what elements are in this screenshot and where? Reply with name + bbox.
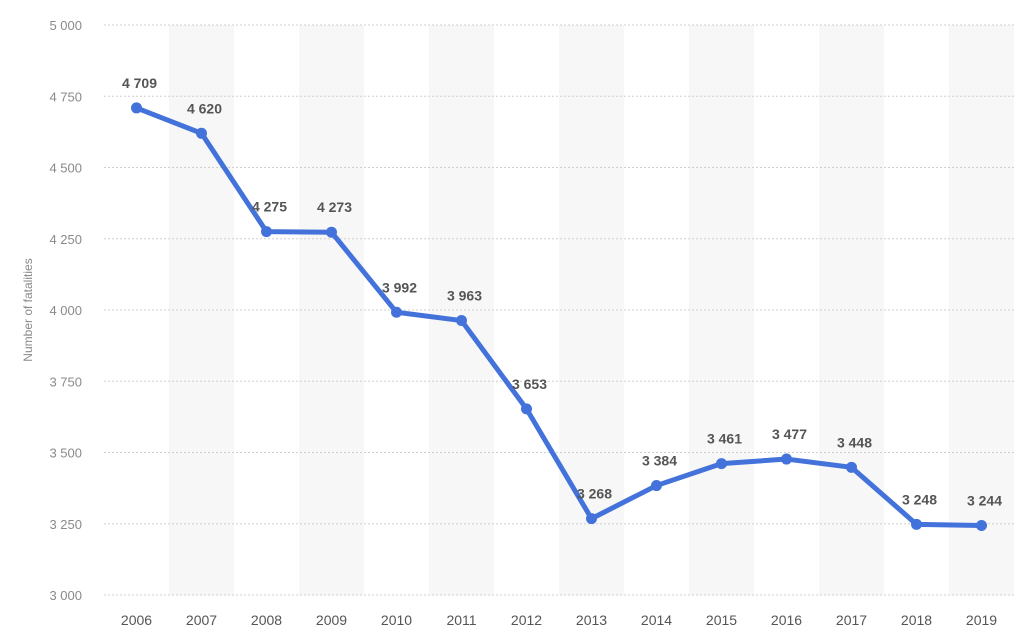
data-label: 4 273 <box>317 199 352 215</box>
data-label: 3 244 <box>967 492 1002 508</box>
data-point <box>196 127 207 139</box>
x-tick-label: 2007 <box>186 612 217 628</box>
data-point <box>911 518 922 530</box>
data-label: 3 963 <box>447 288 482 304</box>
data-label: 3 653 <box>512 376 547 392</box>
y-axis-label: Number of fatalities <box>21 258 35 361</box>
y-tick-label: 3 000 <box>49 588 82 603</box>
y-tick-label: 4 500 <box>49 161 82 176</box>
data-point <box>781 453 792 465</box>
data-label: 3 384 <box>642 453 677 469</box>
y-tick-label: 3 750 <box>49 374 82 389</box>
x-tick-label: 2014 <box>641 612 672 628</box>
x-tick-label: 2008 <box>251 612 282 628</box>
series-line <box>135 105 982 528</box>
data-label: 4 275 <box>252 199 287 215</box>
data-label: 3 268 <box>577 486 612 502</box>
data-point <box>391 306 402 318</box>
data-point <box>586 513 597 525</box>
data-point <box>131 102 142 114</box>
data-point <box>326 226 337 238</box>
data-label: 3 477 <box>772 426 807 442</box>
data-label: 4 709 <box>122 75 157 91</box>
data-point <box>521 403 532 415</box>
x-tick-label: 2013 <box>576 612 607 628</box>
x-tick-label: 2018 <box>901 612 932 628</box>
x-tick-label: 2011 <box>446 612 476 628</box>
data-label: 3 248 <box>902 491 937 507</box>
x-tick-label: 2015 <box>706 612 737 628</box>
y-tick-label: 4 000 <box>49 303 82 318</box>
x-tick-label: 2006 <box>121 612 152 628</box>
y-tick-label: 3 250 <box>49 517 82 532</box>
x-tick-label: 2009 <box>316 612 347 628</box>
data-label: 3 992 <box>382 279 417 295</box>
y-tick-label: 4 250 <box>49 232 82 247</box>
y-tick-label: 5 000 <box>49 18 82 33</box>
x-tick-label: 2017 <box>836 612 867 628</box>
x-tick-label: 2012 <box>511 612 542 628</box>
data-point <box>716 458 727 470</box>
x-tick-label: 2016 <box>771 612 802 628</box>
data-point <box>976 519 987 531</box>
data-point <box>651 480 662 492</box>
data-point <box>261 226 272 238</box>
data-point <box>846 461 857 473</box>
x-tick-label: 2019 <box>966 612 997 628</box>
data-label: 3 448 <box>837 434 872 450</box>
y-tick-label: 4 750 <box>49 89 82 104</box>
x-tick-label: 2010 <box>381 612 412 628</box>
y-tick-label: 3 500 <box>49 446 82 461</box>
data-label: 3 461 <box>707 431 742 447</box>
data-point <box>456 315 467 327</box>
data-label: 4 620 <box>187 100 222 116</box>
